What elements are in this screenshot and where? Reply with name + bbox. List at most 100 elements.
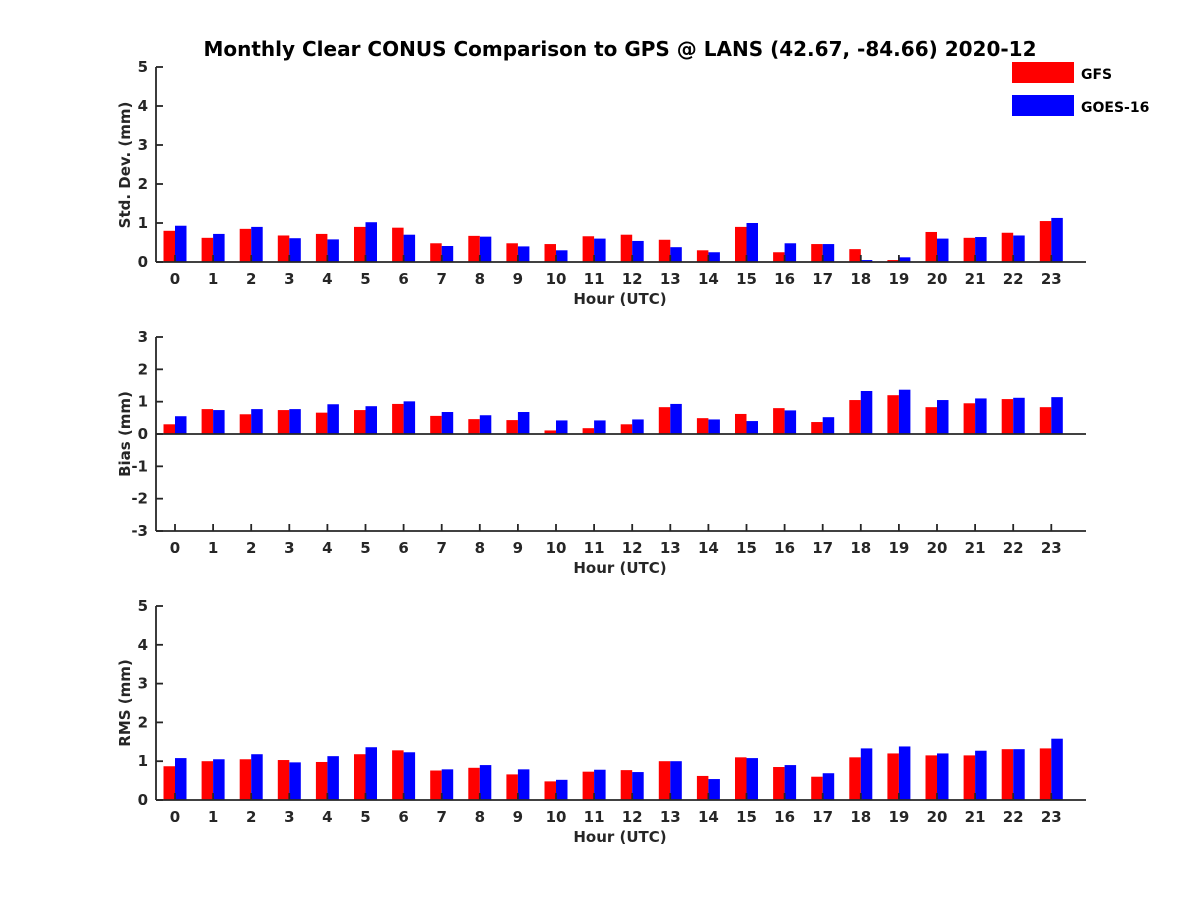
- bar-gfs-22: [1001, 232, 1014, 262]
- legend-swatch-gfs: [1012, 62, 1074, 83]
- bar-gfs-7: [430, 415, 442, 434]
- bar-gfs-8: [468, 767, 480, 800]
- x-tick-label: 5: [360, 808, 370, 826]
- bar-goes16-19: [898, 389, 911, 434]
- bar-goes16-16: [784, 410, 797, 434]
- x-tick-label: 14: [698, 270, 719, 288]
- bar-gfs-11: [582, 236, 595, 262]
- bar-goes16-3: [289, 238, 301, 262]
- bar-goes16-15: [746, 421, 758, 434]
- x-tick-label: 12: [622, 270, 643, 288]
- bar-goes16-10: [556, 779, 568, 800]
- x-tick-label: 18: [850, 270, 871, 288]
- x-tick-label: 15: [736, 539, 757, 557]
- y-tick-label: 3: [138, 675, 148, 693]
- bar-goes16-23: [1051, 738, 1063, 800]
- bar-gfs-7: [430, 243, 442, 262]
- x-tick-label: 13: [660, 539, 681, 557]
- bar-gfs-19: [887, 395, 899, 434]
- bar-goes16-17: [822, 417, 835, 434]
- bar-goes16-18: [860, 260, 873, 262]
- legend-label-goes16: GOES-16: [1081, 100, 1149, 116]
- x-tick-label: 23: [1041, 539, 1062, 557]
- y-axis-label: RMS (mm): [116, 659, 134, 746]
- x-tick-label: 2: [246, 270, 256, 288]
- legend: GFS GOES-16: [1012, 62, 1149, 116]
- bar-goes16-3: [289, 409, 301, 434]
- x-tick-label: 9: [513, 808, 523, 826]
- bar-gfs-3: [277, 760, 290, 800]
- bar-goes16-21: [975, 398, 987, 434]
- bar-goes16-17: [822, 773, 835, 800]
- bar-gfs-7: [430, 770, 442, 800]
- bar-gfs-8: [468, 235, 480, 262]
- x-tick-label: 12: [622, 808, 643, 826]
- bar-gfs-3: [277, 235, 290, 262]
- bar-gfs-14: [696, 418, 709, 434]
- bar-goes16-10: [556, 250, 568, 262]
- bar-goes16-6: [403, 752, 416, 800]
- bar-gfs-20: [925, 407, 937, 434]
- bar-goes16-14: [708, 779, 720, 800]
- x-tick-label: 7: [436, 270, 446, 288]
- x-tick-label: 20: [927, 808, 948, 826]
- bar-gfs-12: [620, 424, 633, 434]
- bar-gfs-21: [963, 403, 976, 434]
- bar-goes16-5: [365, 222, 377, 262]
- bar-gfs-20: [925, 231, 937, 262]
- x-tick-label: 16: [774, 270, 795, 288]
- bar-goes16-22: [1013, 235, 1025, 262]
- bar-goes16-22: [1013, 397, 1025, 434]
- x-tick-label: 21: [965, 808, 986, 826]
- bar-gfs-14: [696, 250, 709, 262]
- bar-gfs-17: [811, 422, 823, 434]
- bar-gfs-15: [735, 413, 747, 434]
- x-tick-label: 5: [360, 539, 370, 557]
- bar-gfs-15: [735, 757, 747, 800]
- bar-goes16-9: [517, 769, 530, 800]
- x-tick-label: 0: [170, 270, 180, 288]
- bar-goes16-19: [898, 746, 911, 800]
- bar-gfs-19: [887, 753, 899, 800]
- y-tick-label: 0: [138, 791, 148, 809]
- x-tick-label: 11: [584, 539, 605, 557]
- x-tick-label: 3: [284, 539, 294, 557]
- x-tick-label: 17: [812, 808, 833, 826]
- bar-goes16-15: [746, 758, 758, 800]
- bar-goes16-11: [594, 238, 606, 262]
- x-tick-label: 22: [1003, 808, 1024, 826]
- y-tick-label: 3: [138, 136, 148, 154]
- x-tick-label: 1: [208, 808, 218, 826]
- bar-gfs-22: [1001, 399, 1014, 434]
- bar-gfs-8: [468, 419, 480, 434]
- bar-goes16-4: [327, 239, 339, 262]
- bar-goes16-7: [441, 246, 454, 262]
- x-tick-label: 3: [284, 270, 294, 288]
- bar-goes16-23: [1051, 397, 1063, 434]
- x-axis-label: Hour (UTC): [573, 559, 666, 577]
- y-tick-label: -1: [131, 457, 148, 475]
- x-tick-label: 8: [475, 808, 485, 826]
- bar-gfs-2: [239, 414, 252, 434]
- bar-gfs-23: [1039, 407, 1052, 434]
- bar-gfs-0: [163, 766, 175, 800]
- bar-gfs-16: [773, 408, 785, 434]
- bar-goes16-19: [898, 257, 911, 262]
- bar-gfs-15: [735, 226, 747, 262]
- x-tick-label: 4: [322, 270, 332, 288]
- y-tick-label: 4: [138, 636, 148, 654]
- bar-gfs-18: [849, 249, 861, 262]
- bar-goes16-11: [594, 420, 606, 434]
- x-axis-label: Hour (UTC): [573, 290, 666, 308]
- bar-goes16-23: [1051, 217, 1063, 262]
- y-tick-label: 2: [138, 713, 148, 731]
- bar-gfs-10: [544, 244, 556, 262]
- bar-goes16-0: [175, 225, 187, 262]
- bar-gfs-13: [658, 407, 671, 434]
- bar-goes16-12: [632, 772, 644, 800]
- bar-gfs-18: [849, 757, 861, 800]
- x-tick-label: 6: [398, 539, 408, 557]
- bar-gfs-18: [849, 400, 861, 434]
